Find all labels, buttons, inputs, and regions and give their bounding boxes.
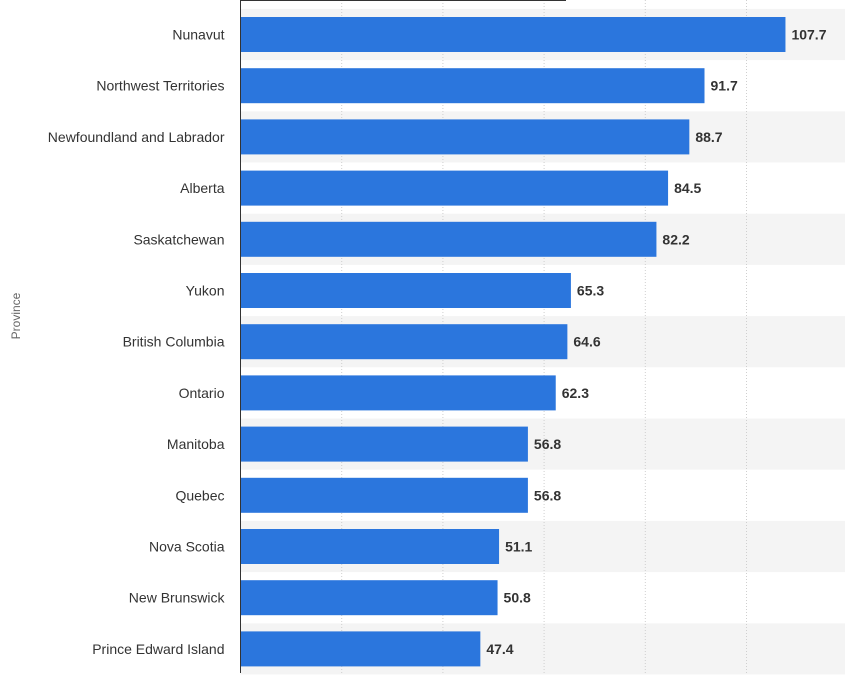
bar[interactable] xyxy=(240,426,528,462)
value-label: 88.7 xyxy=(695,129,722,145)
value-labels: 107.7 91.7 88.7 84.5 82.2 65.3 64.6 62.3 56.8 56.… xyxy=(486,27,826,657)
bar[interactable] xyxy=(240,580,498,616)
category-label: Newfoundland and Labrador xyxy=(48,129,225,145)
value-label: 56.8 xyxy=(534,436,561,452)
value-label: 51.1 xyxy=(505,539,532,555)
category-label: Yukon xyxy=(186,283,225,299)
y-axis-title: Province xyxy=(9,292,23,339)
category-label: Northwest Territories xyxy=(96,78,224,94)
bar[interactable] xyxy=(240,273,571,308)
bar[interactable] xyxy=(240,375,556,411)
value-label: 50.8 xyxy=(504,590,531,606)
value-label: 62.3 xyxy=(562,385,589,401)
bar[interactable] xyxy=(240,631,481,667)
value-label: 91.7 xyxy=(711,78,738,94)
category-label: British Columbia xyxy=(123,334,225,350)
bar[interactable] xyxy=(240,68,705,104)
category-label: Manitoba xyxy=(167,436,225,452)
bar[interactable] xyxy=(240,17,786,52)
bar[interactable] xyxy=(240,119,690,155)
value-label: 64.6 xyxy=(573,334,600,350)
category-label: Prince Edward Island xyxy=(92,641,224,657)
value-label: 84.5 xyxy=(674,180,701,196)
axes xyxy=(240,0,566,673)
category-labels: Nunavut Northwest Territories Newfoundland… xyxy=(48,27,226,657)
bar[interactable] xyxy=(240,529,500,564)
value-label: 56.8 xyxy=(534,487,561,503)
bar[interactable] xyxy=(240,477,528,513)
value-label: 82.2 xyxy=(662,231,689,247)
bar[interactable] xyxy=(240,170,669,206)
category-label: Saskatchewan xyxy=(133,231,224,247)
value-label: 107.7 xyxy=(791,27,826,43)
category-label: Alberta xyxy=(180,180,225,196)
category-label: Quebec xyxy=(175,487,224,503)
value-label: 65.3 xyxy=(577,283,604,299)
bars xyxy=(240,17,786,667)
category-label: Nova Scotia xyxy=(149,539,225,555)
bar[interactable] xyxy=(240,221,657,257)
category-label: New Brunswick xyxy=(129,590,226,606)
bar[interactable] xyxy=(240,324,568,360)
value-label: 47.4 xyxy=(486,641,513,657)
category-label: Ontario xyxy=(179,385,225,401)
category-label: Nunavut xyxy=(172,27,224,43)
